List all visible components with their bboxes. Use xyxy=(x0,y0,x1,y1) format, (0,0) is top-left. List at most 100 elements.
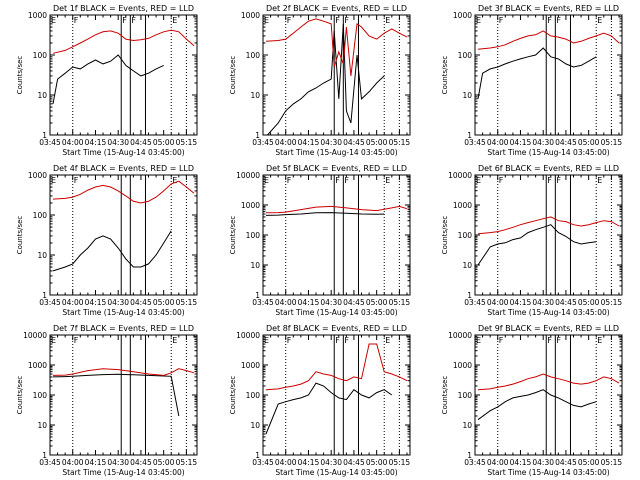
x-tick-label: 05:00 xyxy=(153,298,175,307)
y-axis-label: Counts/sec xyxy=(16,56,24,95)
plot-frame xyxy=(262,174,411,296)
y-tick-label: 10 xyxy=(250,421,260,430)
marker-label: F xyxy=(344,16,349,25)
x-tick-label: 04:15 xyxy=(298,138,320,147)
marker-label: F xyxy=(547,16,552,25)
y-tick-label: 1000 xyxy=(453,11,472,20)
y-axis-label: Counts/sec xyxy=(441,56,449,95)
x-axis-label: Start Time (15-Aug-14 03:45:00) xyxy=(487,468,609,477)
marker-label: F xyxy=(335,336,340,345)
lld-series-line xyxy=(477,216,620,235)
x-tick-label: 03:45 xyxy=(39,298,61,307)
marker-label: E xyxy=(476,176,481,185)
panel-title: Det 6f BLACK = Events, RED = LLD xyxy=(478,164,619,173)
x-tick-label: 04:15 xyxy=(85,458,107,467)
y-axis-label: Counts/sec xyxy=(229,376,237,415)
x-tick-label: 04:00 xyxy=(487,138,509,147)
y-tick-label: 100 xyxy=(33,391,48,400)
marker-label: E xyxy=(385,176,390,185)
marker-label: E xyxy=(385,336,390,345)
y-tick-label: 10 xyxy=(250,261,260,270)
x-tick-label: 04:45 xyxy=(130,298,152,307)
y-tick-label: 1000 xyxy=(28,11,47,20)
x-tick-label: 03:45 xyxy=(252,138,274,147)
marker-label: E xyxy=(476,16,481,25)
x-tick-label: 03:45 xyxy=(252,298,274,307)
x-tick-label: 05:00 xyxy=(578,138,600,147)
events-series-line xyxy=(265,382,393,435)
marker-label: F xyxy=(131,16,136,25)
y-tick-label: 1000 xyxy=(453,361,472,370)
x-axis-label: Start Time (15-Aug-14 03:45:00) xyxy=(487,308,609,317)
marker-label: F xyxy=(287,336,292,345)
x-tick-label: 04:15 xyxy=(510,138,532,147)
x-tick-label: 04:30 xyxy=(532,298,554,307)
lld-series-line xyxy=(265,205,408,214)
x-tick-label: 05:15 xyxy=(389,138,411,147)
events-series-line xyxy=(52,54,164,104)
marker-label: E xyxy=(264,176,269,185)
x-axis-label: Start Time (15-Aug-14 03:45:00) xyxy=(275,148,397,157)
marker-label: E xyxy=(597,176,602,185)
lld-series-line xyxy=(52,180,195,204)
y-tick-label: 100 xyxy=(458,231,473,240)
y-tick-label: 10 xyxy=(462,261,472,270)
marker-label: F xyxy=(287,16,292,25)
y-tick-label: 1 xyxy=(42,131,47,140)
marker-label: F xyxy=(499,16,504,25)
x-tick-label: 05:00 xyxy=(153,458,175,467)
marker-label: E xyxy=(51,176,56,185)
x-tick-label: 04:15 xyxy=(510,298,532,307)
marker-label: F xyxy=(556,176,561,185)
y-tick-label: 1000 xyxy=(453,201,472,210)
marker-label: F xyxy=(556,336,561,345)
marker-label: E xyxy=(264,16,269,25)
y-tick-label: 100 xyxy=(33,211,48,220)
y-axis-label: Counts/sec xyxy=(441,216,449,255)
marker-label: F xyxy=(344,176,349,185)
x-tick-label: 04:30 xyxy=(532,138,554,147)
x-axis-label: Start Time (15-Aug-14 03:45:00) xyxy=(275,308,397,317)
x-axis-label: Start Time (15-Aug-14 03:45:00) xyxy=(62,148,184,157)
panel-title: Det 4f BLACK = Events, RED = LLD xyxy=(53,164,194,173)
x-tick-label: 04:30 xyxy=(107,458,129,467)
x-tick-label: 04:30 xyxy=(107,298,129,307)
y-tick-label: 100 xyxy=(246,51,261,60)
x-tick-label: 04:00 xyxy=(275,138,297,147)
marker-label: F xyxy=(122,16,127,25)
marker-label: E xyxy=(385,16,390,25)
x-tick-label: 04:45 xyxy=(343,298,365,307)
plot-frame xyxy=(474,14,623,136)
marker-label: F xyxy=(287,176,292,185)
y-tick-label: 1000 xyxy=(28,171,47,180)
lld-series-line xyxy=(477,373,620,391)
x-tick-label: 04:45 xyxy=(343,458,365,467)
panel-title: Det 8f BLACK = Events, RED = LLD xyxy=(266,324,407,333)
marker-label: F xyxy=(499,336,504,345)
x-tick-label: 04:15 xyxy=(85,138,107,147)
events-series-line xyxy=(265,212,385,216)
events-series-line xyxy=(477,47,597,99)
marker-label: E xyxy=(597,16,602,25)
y-tick-label: 10 xyxy=(37,251,47,260)
plot-frame xyxy=(474,174,623,296)
marker-label: F xyxy=(74,176,79,185)
x-tick-label: 03:45 xyxy=(39,138,61,147)
marker-label: F xyxy=(556,16,561,25)
y-tick-label: 10 xyxy=(462,91,472,100)
lld-series-line xyxy=(265,18,408,76)
x-tick-label: 04:15 xyxy=(85,298,107,307)
marker-label: E xyxy=(597,336,602,345)
x-tick-label: 04:45 xyxy=(555,458,577,467)
x-tick-label: 04:00 xyxy=(62,138,84,147)
y-tick-label: 1 xyxy=(42,451,47,460)
y-tick-label: 100 xyxy=(33,51,48,60)
y-tick-label: 10000 xyxy=(448,331,472,340)
x-tick-label: 03:45 xyxy=(252,458,274,467)
x-tick-label: 04:45 xyxy=(343,138,365,147)
x-tick-label: 05:15 xyxy=(176,458,198,467)
